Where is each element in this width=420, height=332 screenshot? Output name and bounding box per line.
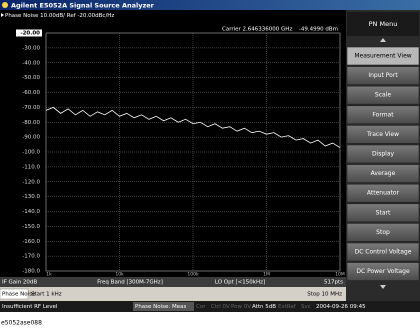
sweep-start: Start 1 kHz: [31, 292, 62, 298]
menu-button-label[interactable]: DC Control Voltage: [355, 249, 412, 256]
menu-button[interactable]: [346, 46, 420, 66]
window-title: Agilent E5052A Signal Source Analyzer: [11, 1, 155, 9]
bottom-item: Cor: [196, 304, 206, 310]
menu-button-label[interactable]: Average: [371, 170, 396, 177]
marker-level: -49.4990 dBm: [299, 27, 338, 33]
bottom-item: Svc: [301, 304, 311, 310]
y-tick-label: -180.0: [22, 269, 40, 275]
trace: [45, 106, 341, 148]
y-tick-label: -100.0: [22, 150, 40, 156]
bottom-item: Phase Noise: Meas: [135, 304, 187, 310]
menu-button[interactable]: [346, 125, 420, 144]
sweep-name: Phase Noise: [2, 292, 36, 298]
marker-carrier: Carrier 2.646336000 GHz: [222, 27, 292, 33]
menu-button-label[interactable]: Stop: [376, 229, 390, 236]
menu-button[interactable]: [346, 223, 420, 242]
y-tick-label: -40.00: [22, 60, 40, 66]
menu-button-label[interactable]: DC Power Voltage: [356, 268, 410, 275]
x-tick-label: 1k: [46, 272, 52, 278]
bottom-item: Attn 5dB: [252, 304, 276, 310]
trace-arrow: [1, 13, 4, 17]
menu-title-box: [347, 12, 419, 36]
x-tick-label: 1M: [263, 272, 270, 278]
caption: e5052ase088: [1, 320, 42, 327]
y-tick-label: -160.0: [22, 239, 40, 245]
menu-button-label[interactable]: Display: [372, 151, 395, 158]
status-row: [0, 277, 346, 287]
menu-button[interactable]: [346, 164, 420, 183]
trace-header: Phase Noise 10.00dB/ Ref -20.00dBc/Hz: [5, 13, 114, 19]
menu-title: PN Menu: [369, 20, 398, 28]
menu-button[interactable]: [346, 242, 420, 262]
bottom-item: 2004-09-26 09:45: [316, 304, 366, 310]
y-tick-label: -110.0: [22, 164, 40, 170]
menu-button-label[interactable]: Attenuator: [367, 190, 400, 197]
menu-button[interactable]: [346, 262, 420, 281]
meas-box: [133, 302, 194, 311]
menu-button[interactable]: [346, 66, 420, 85]
scroll-down[interactable]: [380, 285, 386, 289]
y-tick-label: -50.00: [22, 75, 40, 81]
menu-button-label[interactable]: Trace View: [366, 131, 399, 138]
y-tick-label: -120.0: [22, 179, 40, 185]
bottom-item: Pow 0V: [231, 304, 251, 310]
menu-button-label[interactable]: Start: [376, 209, 391, 216]
x-tick-label: 100k: [187, 272, 199, 278]
menu-button[interactable]: [346, 144, 420, 164]
y-tick-label: -70.00: [22, 105, 40, 111]
status-item: LO Opt [<150kHz]: [215, 280, 265, 286]
ref-box: [16, 29, 42, 37]
title-bar: [0, 0, 420, 10]
y-tick-label: -60.00: [22, 90, 40, 96]
menu-button[interactable]: [346, 85, 420, 105]
status-item: Freq Band [300M-7GHz]: [97, 280, 163, 286]
bottom-item: Insufficient RF Level: [2, 304, 58, 310]
x-tick-label: 10k: [115, 272, 124, 278]
status-item: 517pts: [324, 280, 343, 286]
status-item: IF Gain 20dB: [2, 280, 37, 286]
y-tick-label: -80.00: [22, 120, 40, 126]
scroll-up[interactable]: [380, 38, 386, 42]
menu-button-label[interactable]: Measurement View: [354, 53, 411, 60]
bottom-bar: [0, 301, 420, 312]
app-icon: [2, 2, 8, 8]
x-tick-label: 10M: [335, 272, 345, 278]
bottom-item: ExtRef: [278, 304, 297, 310]
y-tick-label: -170.0: [22, 254, 40, 260]
menu-button[interactable]: [346, 105, 420, 125]
menu-button-label[interactable]: Input Port: [368, 72, 398, 79]
sweep-stop: Stop 10 MHz: [307, 292, 342, 298]
sweep-row: [0, 287, 346, 301]
y-tick-label: -140.0: [22, 209, 40, 215]
y-tick-label: -130.0: [22, 194, 40, 200]
plot-panel: [0, 10, 346, 277]
menu-button[interactable]: [346, 183, 420, 203]
y-tick-label: -20.00: [20, 31, 40, 37]
bottom-item: Ctrl 0V: [211, 304, 230, 310]
y-tick-label: -90.00: [22, 135, 40, 141]
sweep-tab: [0, 288, 29, 300]
y-tick-label: -30.00: [22, 45, 40, 51]
y-tick-label: -150.0: [22, 224, 40, 230]
menu-button-label[interactable]: Scale: [375, 92, 391, 99]
menu-button-label[interactable]: Format: [372, 111, 394, 118]
menu-button[interactable]: [346, 203, 420, 223]
